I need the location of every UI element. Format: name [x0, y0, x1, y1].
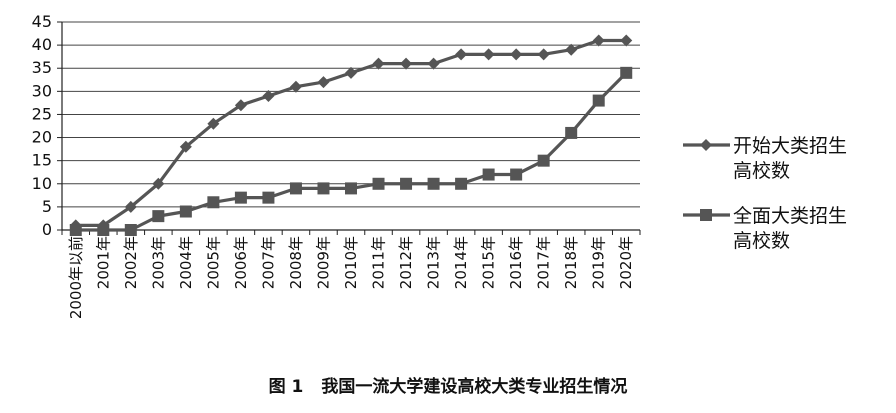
data-point	[345, 182, 357, 195]
data-point	[317, 182, 330, 195]
legend-label: 高校数	[733, 230, 790, 252]
data-point	[372, 57, 385, 70]
x-tick-label: 2002年	[122, 236, 140, 289]
data-point	[124, 200, 137, 213]
data-point	[537, 48, 550, 61]
series-group	[69, 34, 633, 236]
y-tick-label: 5	[42, 197, 52, 216]
y-tick-label: 45	[32, 12, 52, 31]
data-point	[455, 177, 468, 190]
y-tick-label: 10	[32, 174, 52, 193]
x-tick-label: 2009年	[314, 236, 332, 289]
legend-marker	[700, 139, 712, 151]
y-tick-label: 0	[42, 220, 52, 239]
legend-label: 开始大类招生	[733, 135, 847, 157]
y-tick-label: 25	[32, 104, 52, 123]
x-tick-label: 2015年	[480, 236, 498, 289]
data-point	[427, 57, 440, 70]
y-axis: 0 5 10 15 20 25 30 35 40 45	[32, 12, 63, 239]
y-tick-label: 40	[32, 35, 52, 54]
x-tick-label: 2019年	[590, 236, 608, 289]
figure-title: 我国一流大学建设高校大类专业招生情况	[321, 377, 628, 397]
x-tick-label: 2000年以前	[67, 236, 85, 319]
x-tick-label: 2017年	[535, 236, 553, 289]
data-point	[262, 89, 275, 102]
x-tick-label: 2012年	[397, 236, 415, 289]
data-point	[152, 177, 165, 190]
data-point	[124, 224, 137, 236]
data-point	[262, 191, 275, 204]
data-point	[234, 191, 247, 204]
data-point	[207, 117, 220, 130]
data-point	[234, 99, 247, 112]
data-point	[427, 177, 440, 190]
data-point	[69, 224, 82, 236]
x-tick-label: 2011年	[370, 236, 388, 289]
data-point	[179, 140, 192, 153]
legend-label: 全面大类招生	[733, 205, 847, 227]
data-point	[345, 66, 357, 79]
x-tick-label: 2001年	[94, 236, 112, 289]
figure-number: 图 1	[268, 377, 304, 397]
data-point	[592, 94, 605, 107]
x-tick-label: 2007年	[259, 236, 277, 289]
data-point	[565, 43, 578, 56]
y-tick-label: 20	[32, 128, 52, 147]
x-tick-label: 2008年	[287, 236, 305, 289]
x-tick-label: 2016年	[507, 236, 525, 289]
data-point	[482, 48, 495, 61]
legend-label: 高校数	[733, 160, 790, 182]
data-point	[620, 66, 633, 79]
data-point	[317, 76, 330, 89]
x-tick-label: 2005年	[204, 236, 222, 289]
legend-marker	[700, 209, 712, 221]
data-point	[592, 34, 605, 47]
x-axis: 2000年以前 2001年 2002年 2003年 2004年 2005年 2006年 200…	[61, 229, 641, 319]
figure-caption: 图 1 我国一流大学建设高校大类专业招生情况	[0, 372, 896, 397]
data-point	[455, 48, 468, 61]
series-2	[69, 66, 633, 236]
y-tick-label: 35	[32, 58, 52, 77]
x-tick-label: 2020年	[617, 236, 635, 289]
x-tick-label: 2010年	[342, 236, 360, 289]
data-point	[400, 177, 413, 190]
line-chart: 0 5 10 15 20 25 30 35 40 45 2000年以前 2001年 2002年 2003…	[32, 12, 847, 319]
data-point	[97, 224, 110, 236]
x-tick-label: 2003年	[149, 236, 167, 289]
x-tick-label: 2018年	[562, 236, 580, 289]
y-tick-label: 30	[32, 81, 52, 100]
y-tick-label: 15	[32, 151, 52, 170]
data-point	[152, 210, 165, 223]
x-tick-label: 2013年	[425, 236, 443, 289]
x-tick-label: 2006年	[232, 236, 250, 289]
series-1	[69, 34, 633, 232]
x-tick-label: 2004年	[177, 236, 195, 289]
data-point	[400, 57, 413, 70]
data-point	[207, 196, 220, 209]
data-point	[565, 126, 578, 139]
data-point	[289, 80, 302, 93]
data-point	[537, 154, 550, 167]
data-point	[620, 34, 633, 47]
data-point	[510, 168, 523, 181]
data-point	[372, 177, 385, 190]
data-point	[482, 168, 495, 181]
x-tick-label: 2014年	[452, 236, 470, 289]
data-point	[510, 48, 523, 61]
data-point	[179, 205, 192, 218]
data-point	[289, 182, 302, 195]
